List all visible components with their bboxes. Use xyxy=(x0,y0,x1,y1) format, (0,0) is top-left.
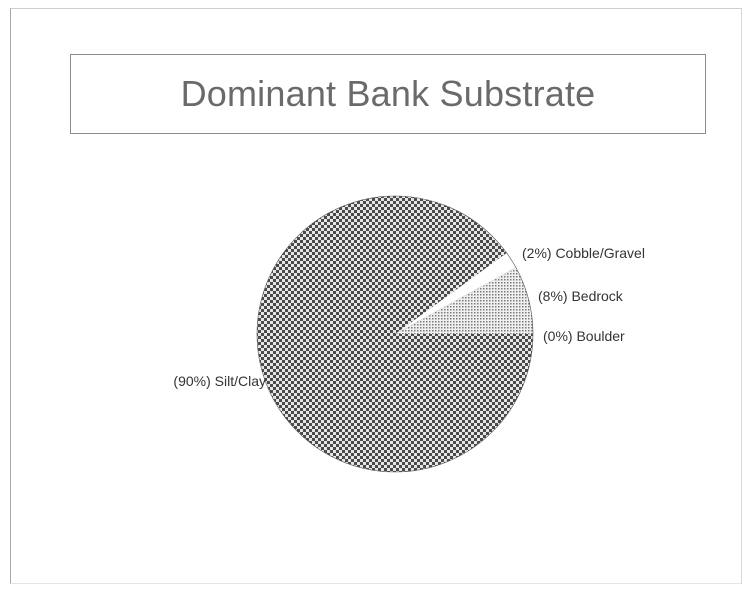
pie-slices xyxy=(256,195,534,473)
pie-slice-bedrock xyxy=(395,267,533,334)
slice-label-bedrock: (8%) Bedrock xyxy=(538,288,624,304)
slice-label-cobble-gravel: (2%) Cobble/Gravel xyxy=(522,245,645,261)
pie-labels: (0%) Boulder (8%) Bedrock (2%) Cobble/Grav… xyxy=(173,245,645,389)
chart-title-box: Dominant Bank Substrate xyxy=(70,54,706,134)
chart-title: Dominant Bank Substrate xyxy=(180,73,596,114)
chart-frame xyxy=(10,8,742,584)
pie-outline xyxy=(256,195,534,473)
pie-slice-silt-clay xyxy=(257,196,533,473)
slice-label-silt-clay: (90%) Silt/Clay xyxy=(173,373,266,389)
slice-label-boulder: (0%) Boulder xyxy=(543,328,625,344)
